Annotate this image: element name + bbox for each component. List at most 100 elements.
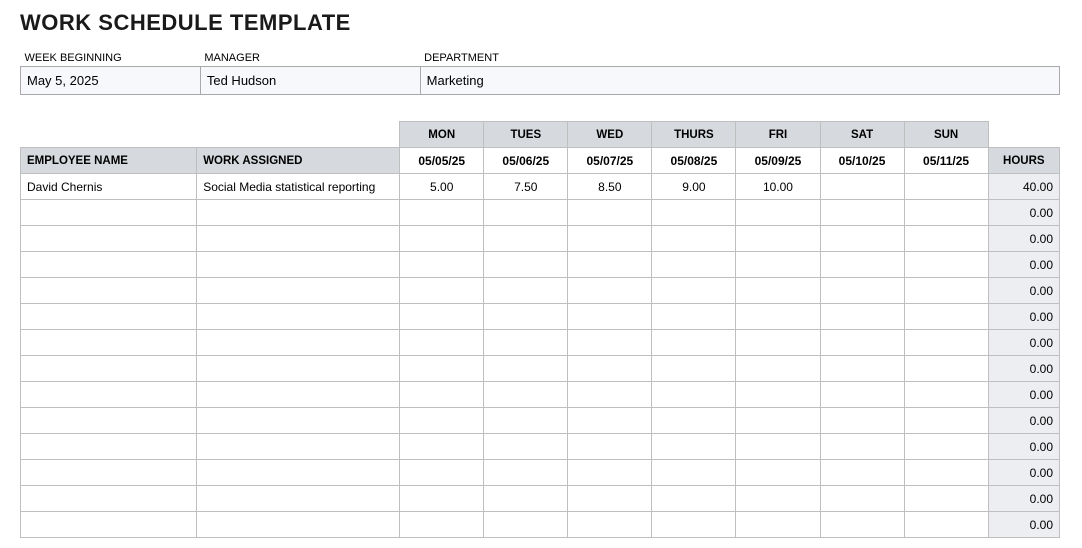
hours-day-cell[interactable] bbox=[400, 356, 484, 382]
hours-day-cell[interactable] bbox=[400, 252, 484, 278]
hours-day-cell[interactable] bbox=[400, 512, 484, 538]
hours-day-cell[interactable] bbox=[400, 382, 484, 408]
hours-day-cell[interactable] bbox=[820, 200, 904, 226]
work-assigned-cell[interactable] bbox=[197, 356, 400, 382]
hours-day-cell[interactable] bbox=[820, 486, 904, 512]
hours-day-cell[interactable] bbox=[904, 200, 988, 226]
hours-day-cell[interactable] bbox=[568, 200, 652, 226]
work-assigned-cell[interactable] bbox=[197, 226, 400, 252]
hours-day-cell[interactable] bbox=[820, 304, 904, 330]
hours-day-cell[interactable] bbox=[568, 304, 652, 330]
hours-day-cell[interactable] bbox=[400, 304, 484, 330]
hours-day-cell[interactable] bbox=[736, 304, 820, 330]
hours-day-cell[interactable] bbox=[652, 486, 736, 512]
hours-day-cell[interactable] bbox=[652, 252, 736, 278]
hours-day-cell[interactable] bbox=[904, 434, 988, 460]
hours-day-cell[interactable] bbox=[484, 382, 568, 408]
hours-day-cell[interactable] bbox=[820, 382, 904, 408]
hours-day-cell[interactable] bbox=[568, 252, 652, 278]
hours-day-cell[interactable] bbox=[400, 278, 484, 304]
hours-day-cell[interactable] bbox=[568, 486, 652, 512]
hours-day-cell[interactable] bbox=[820, 434, 904, 460]
hours-day-cell[interactable] bbox=[484, 486, 568, 512]
hours-day-cell[interactable] bbox=[568, 330, 652, 356]
hours-day-cell[interactable] bbox=[736, 434, 820, 460]
hours-day-cell[interactable]: 7.50 bbox=[484, 174, 568, 200]
hours-day-cell[interactable] bbox=[568, 408, 652, 434]
hours-day-cell[interactable] bbox=[904, 356, 988, 382]
hours-day-cell[interactable] bbox=[652, 460, 736, 486]
employee-cell[interactable] bbox=[21, 460, 197, 486]
hours-day-cell[interactable] bbox=[736, 356, 820, 382]
hours-day-cell[interactable] bbox=[568, 356, 652, 382]
hours-day-cell[interactable] bbox=[652, 226, 736, 252]
employee-cell[interactable] bbox=[21, 200, 197, 226]
hours-day-cell[interactable] bbox=[904, 408, 988, 434]
work-assigned-cell[interactable] bbox=[197, 330, 400, 356]
hours-day-cell[interactable] bbox=[820, 174, 904, 200]
hours-day-cell[interactable] bbox=[568, 278, 652, 304]
hours-day-cell[interactable] bbox=[484, 356, 568, 382]
hours-day-cell[interactable] bbox=[820, 356, 904, 382]
hours-day-cell[interactable] bbox=[820, 226, 904, 252]
hours-day-cell[interactable] bbox=[736, 486, 820, 512]
hours-day-cell[interactable] bbox=[736, 330, 820, 356]
hours-day-cell[interactable] bbox=[400, 460, 484, 486]
hours-day-cell[interactable] bbox=[400, 330, 484, 356]
employee-cell[interactable] bbox=[21, 356, 197, 382]
hours-day-cell[interactable] bbox=[484, 226, 568, 252]
employee-cell[interactable] bbox=[21, 226, 197, 252]
hours-day-cell[interactable] bbox=[736, 278, 820, 304]
hours-day-cell[interactable] bbox=[484, 408, 568, 434]
hours-day-cell[interactable] bbox=[652, 512, 736, 538]
work-assigned-cell[interactable] bbox=[197, 304, 400, 330]
hours-day-cell[interactable] bbox=[736, 382, 820, 408]
employee-cell[interactable]: David Chernis bbox=[21, 174, 197, 200]
hours-day-cell[interactable] bbox=[568, 226, 652, 252]
hours-day-cell[interactable] bbox=[484, 200, 568, 226]
value-department[interactable]: Marketing bbox=[420, 67, 1059, 95]
hours-day-cell[interactable] bbox=[736, 408, 820, 434]
hours-day-cell[interactable]: 8.50 bbox=[568, 174, 652, 200]
hours-day-cell[interactable] bbox=[820, 330, 904, 356]
hours-day-cell[interactable] bbox=[652, 200, 736, 226]
employee-cell[interactable] bbox=[21, 304, 197, 330]
hours-day-cell[interactable] bbox=[652, 434, 736, 460]
hours-day-cell[interactable] bbox=[652, 330, 736, 356]
hours-day-cell[interactable] bbox=[568, 434, 652, 460]
hours-day-cell[interactable] bbox=[820, 512, 904, 538]
hours-day-cell[interactable] bbox=[400, 408, 484, 434]
hours-day-cell[interactable]: 5.00 bbox=[400, 174, 484, 200]
hours-day-cell[interactable] bbox=[652, 304, 736, 330]
hours-day-cell[interactable] bbox=[904, 252, 988, 278]
hours-day-cell[interactable] bbox=[652, 278, 736, 304]
hours-day-cell[interactable] bbox=[652, 408, 736, 434]
hours-day-cell[interactable] bbox=[652, 356, 736, 382]
work-assigned-cell[interactable] bbox=[197, 278, 400, 304]
work-assigned-cell[interactable] bbox=[197, 200, 400, 226]
hours-day-cell[interactable] bbox=[484, 278, 568, 304]
employee-cell[interactable] bbox=[21, 382, 197, 408]
hours-day-cell[interactable] bbox=[736, 460, 820, 486]
hours-day-cell[interactable] bbox=[820, 460, 904, 486]
work-assigned-cell[interactable] bbox=[197, 460, 400, 486]
hours-day-cell[interactable] bbox=[484, 512, 568, 538]
hours-day-cell[interactable] bbox=[820, 408, 904, 434]
hours-day-cell[interactable] bbox=[904, 226, 988, 252]
hours-day-cell[interactable] bbox=[484, 330, 568, 356]
hours-day-cell[interactable] bbox=[736, 226, 820, 252]
hours-day-cell[interactable] bbox=[400, 226, 484, 252]
hours-day-cell[interactable] bbox=[400, 434, 484, 460]
hours-day-cell[interactable] bbox=[400, 200, 484, 226]
work-assigned-cell[interactable] bbox=[197, 408, 400, 434]
hours-day-cell[interactable] bbox=[736, 252, 820, 278]
hours-day-cell[interactable]: 10.00 bbox=[736, 174, 820, 200]
hours-day-cell[interactable] bbox=[568, 460, 652, 486]
employee-cell[interactable] bbox=[21, 252, 197, 278]
hours-day-cell[interactable] bbox=[484, 252, 568, 278]
hours-day-cell[interactable] bbox=[904, 486, 988, 512]
hours-day-cell[interactable] bbox=[568, 512, 652, 538]
employee-cell[interactable] bbox=[21, 486, 197, 512]
hours-day-cell[interactable] bbox=[904, 382, 988, 408]
hours-day-cell[interactable] bbox=[736, 200, 820, 226]
